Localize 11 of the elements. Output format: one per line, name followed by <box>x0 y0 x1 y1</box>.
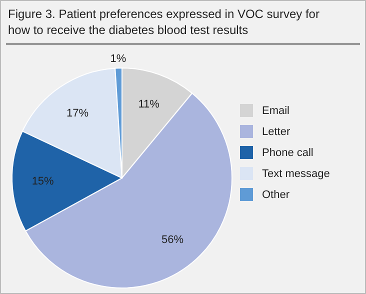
data-label: 15% <box>32 175 54 188</box>
data-label: 11% <box>138 98 160 110</box>
data-label: 17% <box>66 107 89 120</box>
data-label: 56% <box>161 234 184 246</box>
legend-label: Letter <box>262 126 290 138</box>
data-label: 1% <box>110 52 126 65</box>
legend-label: Email <box>262 105 290 117</box>
legend-label: Other <box>262 189 290 201</box>
chart-title: Figure 3. Patient preferences expressed in VOC survey for how to receive the diabetes blood test results <box>8 7 320 37</box>
legend-label: Phone call <box>262 147 314 159</box>
legend-label: Text message <box>262 168 330 180</box>
